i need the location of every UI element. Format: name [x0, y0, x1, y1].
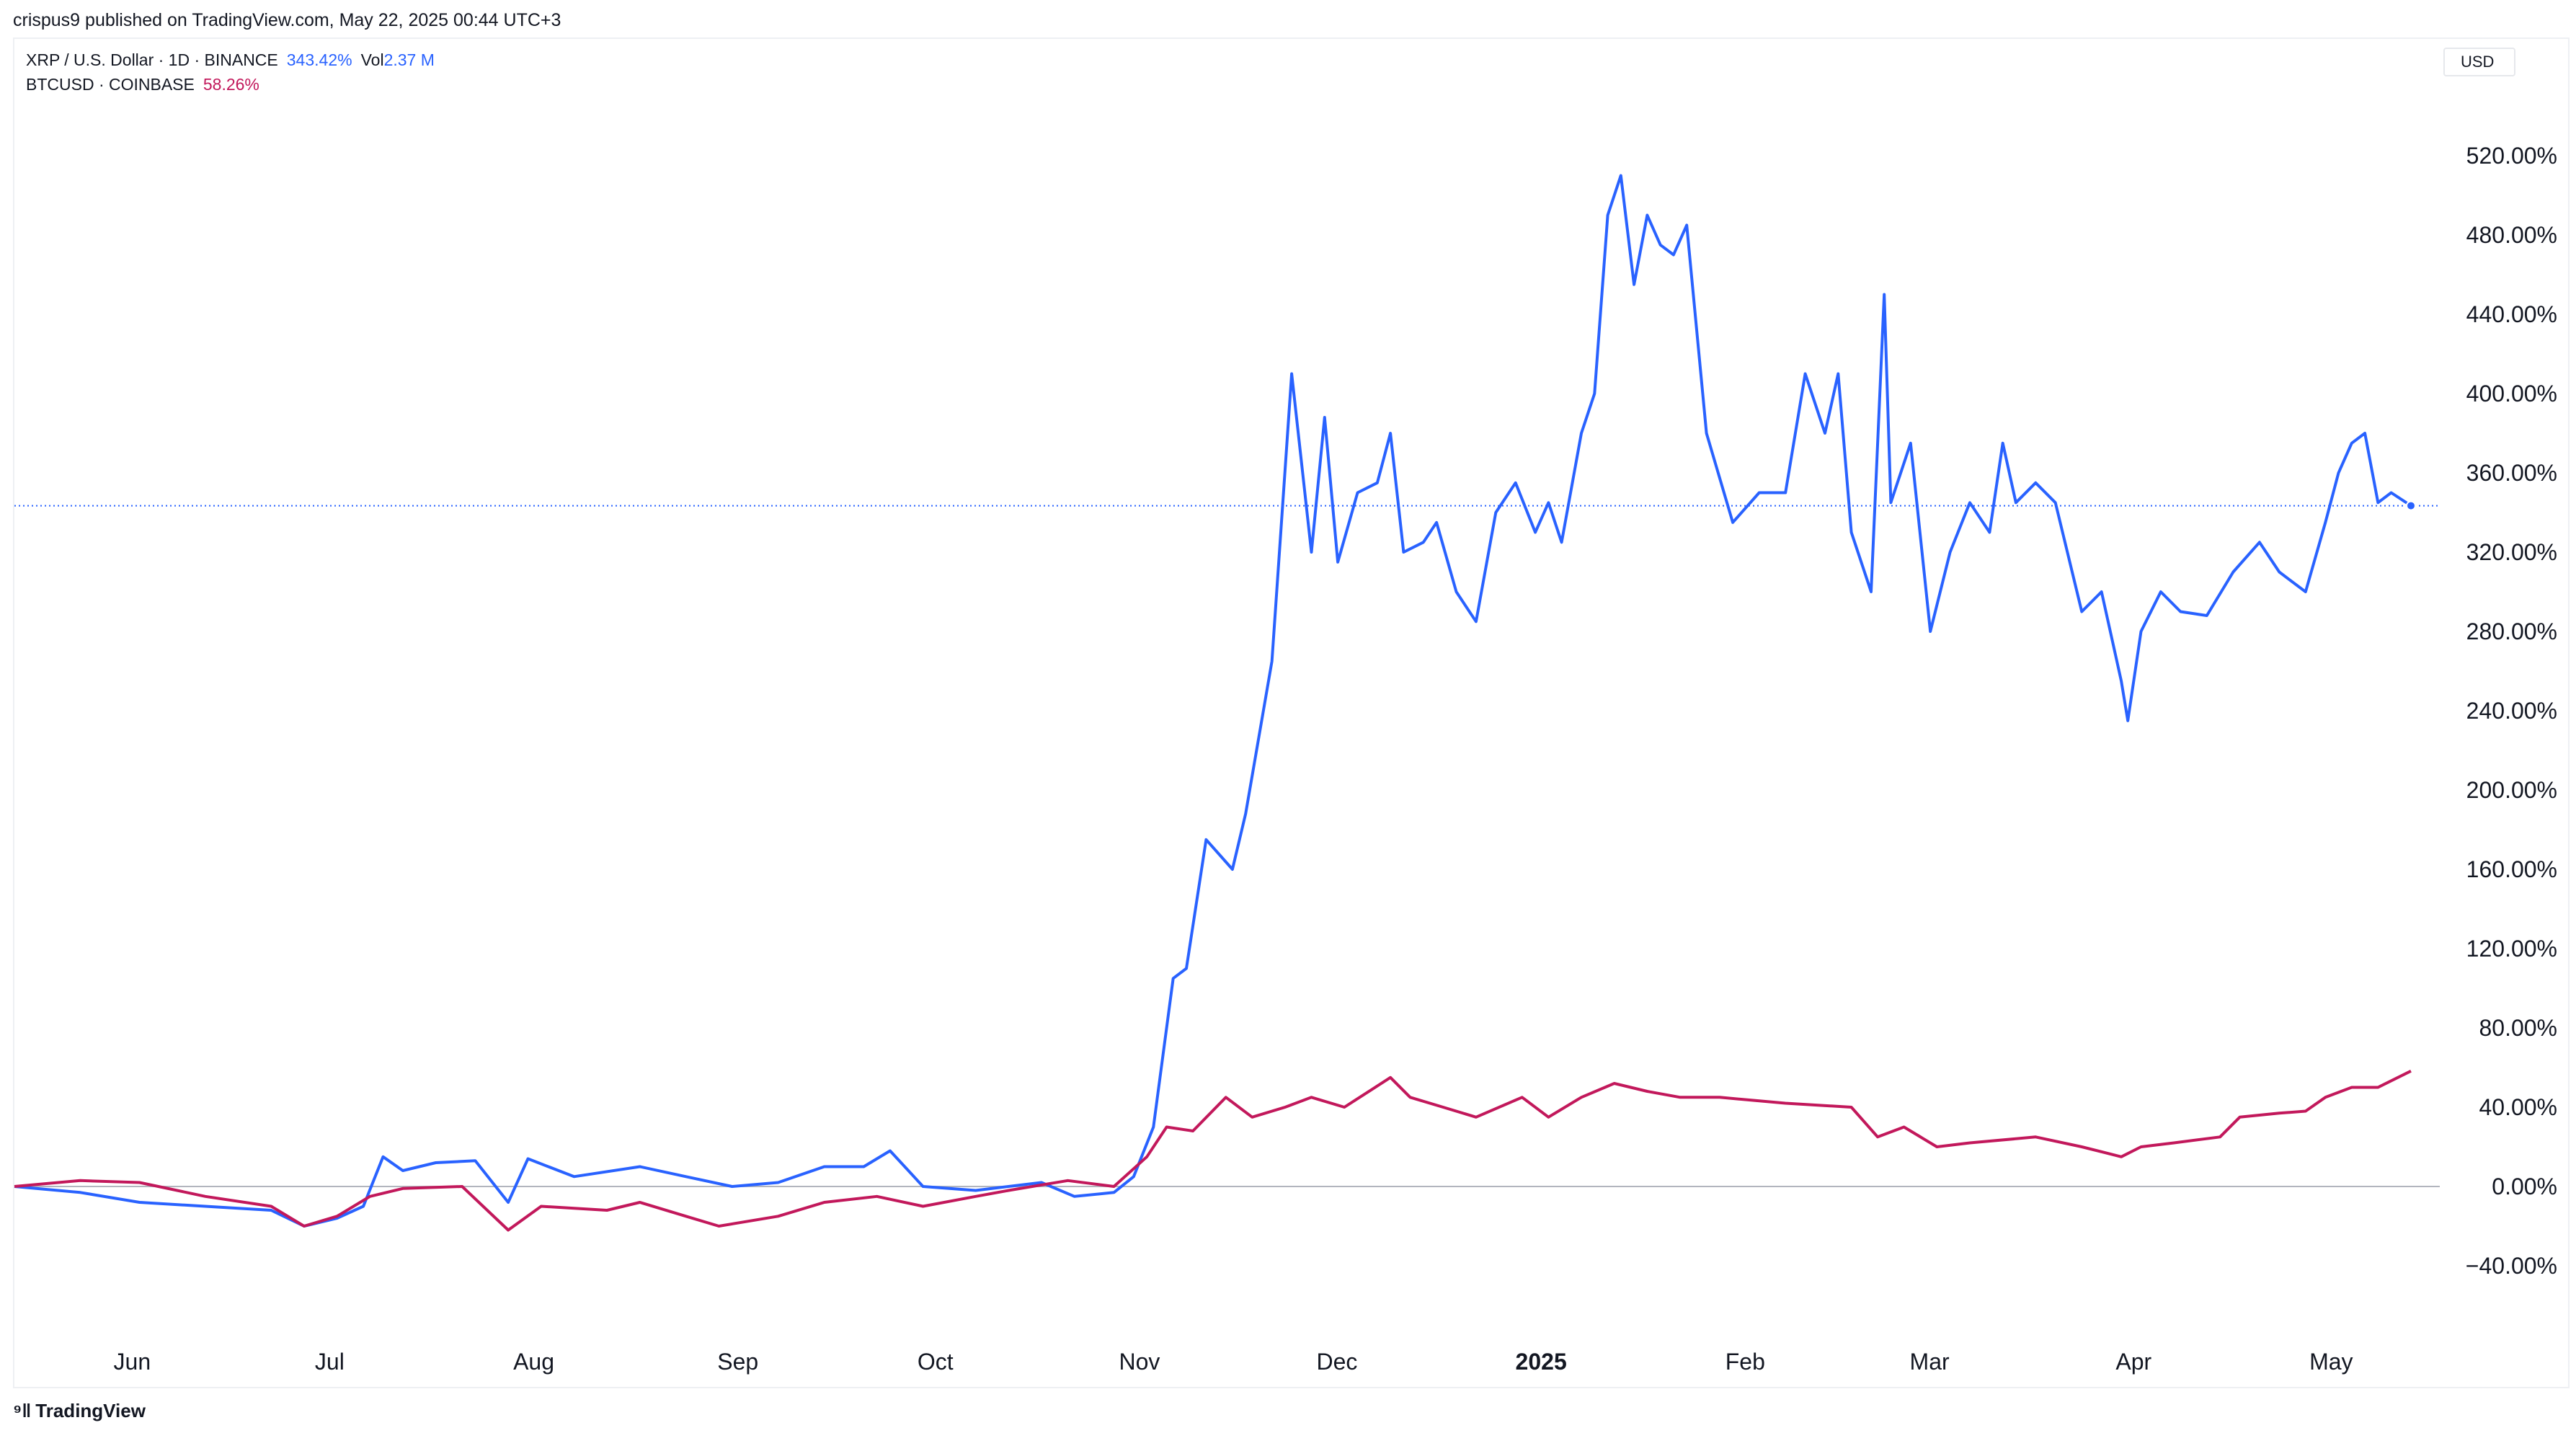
legend-xrp-symbol: XRP / U.S. Dollar · 1D · BINANCE	[26, 50, 278, 69]
y-tick-label: 40.00%	[2479, 1094, 2557, 1120]
x-tick-label: May	[2309, 1349, 2353, 1375]
x-tick-label: Jun	[114, 1349, 151, 1375]
tradingview-logo-icon: ⁹‖	[13, 1400, 32, 1421]
chart-frame	[13, 37, 2570, 1388]
y-tick-label: 520.00%	[2466, 143, 2557, 169]
x-tick-label: Mar	[1910, 1349, 1950, 1375]
y-tick-label: 120.00%	[2466, 936, 2557, 962]
y-tick-label: 200.00%	[2466, 777, 2557, 803]
x-tick-label: Feb	[1726, 1349, 1765, 1375]
legend-xrp-vol-value: 2.37 M	[383, 50, 435, 69]
legend-row-xrp[interactable]: XRP / U.S. Dollar · 1D · BINANCE 343.42% V…	[26, 50, 443, 70]
x-tick-label: Nov	[1119, 1349, 1160, 1375]
x-tick-label: Aug	[513, 1349, 554, 1375]
x-tick-label: Sep	[717, 1349, 758, 1375]
y-tick-label: −40.00%	[2466, 1253, 2557, 1279]
y-tick-label: 320.00%	[2466, 539, 2557, 565]
series-line-xrp[interactable]	[14, 174, 2412, 1228]
legend-row-btc[interactable]: BTCUSD · COINBASE 58.26%	[26, 75, 268, 94]
legend-xrp-change: 343.42%	[286, 50, 352, 69]
x-tick-label: Jul	[315, 1349, 345, 1375]
last-point-marker-xrp[interactable]	[2406, 500, 2416, 511]
y-tick-label: 240.00%	[2466, 698, 2557, 724]
y-tick-label: 0.00%	[2492, 1174, 2557, 1199]
published-caption: crispus9 published on TradingView.com, M…	[13, 10, 561, 30]
brand-label: TradingView	[35, 1400, 146, 1421]
y-tick-label: 280.00%	[2466, 618, 2557, 644]
y-tick-label: 440.00%	[2466, 301, 2557, 327]
tradingview-brand[interactable]: ⁹‖ TradingView	[13, 1400, 146, 1422]
y-tick-label: 480.00%	[2466, 222, 2557, 248]
series-line-btc[interactable]	[14, 1070, 2412, 1232]
y-tick-label: 80.00%	[2479, 1015, 2557, 1041]
y-tick-label: 160.00%	[2466, 856, 2557, 882]
x-tick-label: Apr	[2115, 1349, 2151, 1375]
legend-xrp-vol-label: Vol	[360, 50, 384, 69]
y-tick-label: 400.00%	[2466, 381, 2557, 407]
legend-btc-change: 58.26%	[203, 75, 259, 94]
x-tick-label: Oct	[918, 1349, 954, 1375]
x-tick-label: Dec	[1317, 1349, 1358, 1375]
legend-btc-symbol: BTCUSD · COINBASE	[26, 75, 195, 94]
currency-button[interactable]: USD	[2443, 48, 2515, 76]
x-tick-label: 2025	[1516, 1349, 1567, 1375]
y-tick-label: 360.00%	[2466, 460, 2557, 486]
